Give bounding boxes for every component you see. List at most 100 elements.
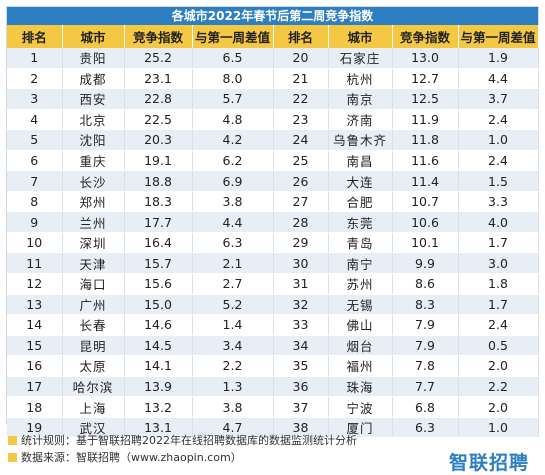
table-cell: 广州 [62,294,125,316]
table-cell: 0.5 [458,335,539,357]
table-cell: 5.7 [192,88,274,110]
table-cell: 杭州 [328,68,393,90]
table-cell: 4.4 [192,211,274,233]
table-cell: 30 [273,252,329,275]
table-cell: 6.8 [392,396,459,418]
table-cell: 3.8 [192,396,274,418]
table-cell: 乌鲁木齐 [328,129,393,151]
table-cell: 3.4 [192,335,274,357]
table-cell: 贵阳 [62,48,125,69]
table-cell: 15.7 [124,252,193,275]
table-cell: 10 [7,232,63,254]
column-header: 竞争指数 [392,25,459,48]
table-cell: 1.3 [192,376,274,398]
table-cell: 2.4 [458,150,539,172]
footer-source-line: 数据来源：智联招聘（www.zhaopin.com） [8,449,357,466]
table-cell: 7 [7,170,63,192]
table-cell: 8 [7,191,63,213]
table-cell: 2.4 [458,109,539,131]
table-cell: 12.5 [392,88,459,110]
table-cell: 8.3 [392,294,459,316]
table-cell: 13.9 [124,376,193,398]
table-cell: 兰州 [62,211,125,233]
table-cell: 14 [7,314,63,336]
table-cell: 沈阳 [62,129,125,151]
table-cell: 10.1 [392,232,459,254]
table-cell: 1.7 [458,232,539,254]
table-cell: 7.7 [392,376,459,398]
table-row: 13 广州 15.0 5.2 32 无锡 8.3 1.7 [7,294,539,316]
footer-note: 统计规则：基于智联招聘2022年在线招聘数据库的数据监测统计分析 [21,434,357,447]
table-cell: 1.4 [192,314,274,336]
table-cell: 25 [273,150,329,172]
table-cell: 18 [7,396,63,418]
table-row: 3 西安 22.8 5.7 22 南京 12.5 3.7 [7,88,539,110]
table-cell: 1 [7,48,63,69]
table-cell: 4.7 [192,417,274,439]
table-cell: 12.7 [392,68,459,90]
table-cell: 11.9 [392,109,459,131]
table-cell: 21 [273,68,329,90]
table-row: 5 沈阳 20.3 4.2 24 乌鲁木齐 11.8 1.0 [7,129,539,151]
table-cell: 合肥 [328,191,393,213]
table-cell: 18.3 [124,191,193,213]
table-cell: 武汉 [62,417,125,439]
table-cell: 20 [273,48,329,69]
table-cell: 3.3 [458,191,539,213]
table-cell: 2.2 [192,355,274,377]
table-row: 2 成都 23.1 8.0 21 杭州 12.7 4.4 [7,68,539,90]
table-cell: 大连 [328,170,393,192]
table-cell: 2.0 [458,396,539,418]
table-cell: 郑州 [62,191,125,213]
table-cell: 重庆 [62,150,125,172]
table-cell: 6.3 [192,232,274,254]
table-cell: 7.9 [392,335,459,357]
table-cell: 青岛 [328,232,393,254]
header-row: 排名 城市 竞争指数 与第一周差值 排名 城市 竞争指数 与第一周差值 [7,25,539,48]
yellow-square-icon [8,453,17,462]
table-title: 各城市2022年春节后第二周竞争指数 [7,7,538,25]
table-cell: 7.9 [392,314,459,336]
brand-logo: 智联招聘 [448,452,529,474]
table-cell: 长沙 [62,170,125,192]
table-cell: 6.9 [192,170,274,192]
table-cell: 10.7 [392,191,459,213]
table-cell: 16 [7,355,63,377]
table-row: 16 太原 14.1 2.2 35 福州 7.8 2.0 [7,355,539,377]
table-cell: 2.1 [192,252,274,275]
footer: 统计规则：基于智联招聘2022年在线招聘数据库的数据监测统计分析 数据来源：智联… [8,432,357,466]
table-cell: 福州 [328,355,393,377]
table-cell: 20.3 [124,129,193,151]
footer-source: 数据来源：智联招聘（www.zhaopin.com） [21,451,242,464]
table-cell: 33 [273,314,329,336]
table-cell: 15 [7,335,63,357]
table-cell: 22 [273,88,329,110]
table-cell: 14.1 [124,355,193,377]
table-row: 12 海口 15.6 2.7 31 苏州 8.6 1.8 [7,273,539,295]
table-cell: 2.7 [192,273,274,295]
table-row: 9 兰州 17.7 4.4 28 东莞 10.6 4.0 [7,211,539,233]
table-row: 18 上海 13.2 3.8 37 宁波 6.8 2.0 [7,396,539,418]
table-cell: 23.1 [124,68,193,90]
table-cell: 16.4 [124,232,193,254]
table-row: 15 昆明 14.5 3.4 34 烟台 7.9 0.5 [7,335,539,357]
table-cell: 6.2 [192,150,274,172]
table-cell: 11.4 [392,170,459,192]
table-cell: 7.8 [392,355,459,377]
table-cell: 13.0 [392,48,459,69]
table-cell: 17 [7,376,63,398]
table-cell: 11 [7,252,63,275]
table-cell: 1.5 [458,170,539,192]
table-cell: 25.2 [124,48,193,69]
table-cell: 3 [7,88,63,110]
table-cell: 4.2 [192,129,274,151]
table-cell: 15.6 [124,273,193,295]
table-cell: 22.8 [124,88,193,110]
table-cell: 北京 [62,109,125,131]
column-header: 排名 [273,25,329,48]
table-cell: 14.6 [124,314,193,336]
table-cell: 苏州 [328,273,393,295]
table-cell: 11.6 [392,150,459,172]
table-cell: 9 [7,211,63,233]
table-cell: 29 [273,232,329,254]
